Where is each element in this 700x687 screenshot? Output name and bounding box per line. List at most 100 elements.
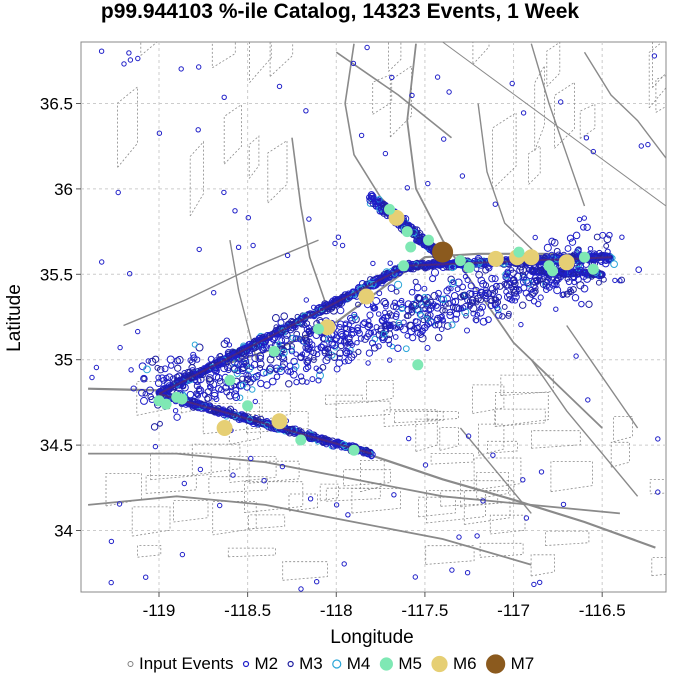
- event-marker-sparse: [651, 53, 658, 59]
- event-marker-background: [404, 333, 411, 339]
- event-marker-m5: [384, 203, 395, 215]
- event-marker-sparse: [389, 74, 395, 81]
- event-marker-sparse: [358, 132, 365, 139]
- event-marker-sparse: [387, 260, 393, 266]
- event-marker-background: [488, 297, 495, 305]
- event-marker-background: [214, 373, 223, 382]
- fault-line: [418, 496, 456, 518]
- event-marker-background: [473, 299, 480, 306]
- event-marker-background: [450, 279, 456, 286]
- event-marker-background: [585, 300, 593, 308]
- event-marker-sparse: [464, 570, 471, 576]
- event-marker-background: [506, 296, 513, 303]
- fault-line: [325, 394, 363, 405]
- event-marker-background: [563, 290, 571, 298]
- event-marker-sparse: [332, 240, 338, 247]
- fault-line: [351, 488, 402, 514]
- event-marker-background: [505, 312, 512, 319]
- fault-line: [366, 380, 394, 403]
- event-marker-background: [392, 334, 399, 340]
- grid-lines: [81, 42, 666, 592]
- event-marker-background: [566, 234, 575, 242]
- event-marker-sparse: [145, 358, 152, 364]
- fault-line: [651, 557, 666, 577]
- event-marker-background: [130, 385, 137, 392]
- event-marker-background: [470, 257, 479, 265]
- event-marker-background: [457, 293, 465, 301]
- event-marker-background: [492, 288, 499, 295]
- event-marker-m5: [153, 395, 165, 407]
- event-marker-background: [601, 259, 610, 268]
- event-marker-background: [599, 231, 607, 239]
- event-marker-background: [337, 320, 345, 328]
- event-marker-sparse: [655, 436, 661, 442]
- event-marker-background: [439, 295, 448, 304]
- event-marker-background: [316, 371, 324, 380]
- event-marker-background: [454, 286, 461, 293]
- event-marker-background: [241, 357, 250, 366]
- event-marker-background: [583, 223, 591, 231]
- event-marker-background: [429, 302, 436, 309]
- event-marker-sparse: [553, 306, 559, 312]
- event-marker-background: [483, 296, 490, 302]
- event-marker-background: [228, 352, 236, 360]
- event-marker-background: [293, 351, 299, 357]
- event-marker-background: [190, 351, 197, 358]
- event-marker-background: [474, 311, 481, 318]
- legend-label-m4: M4: [347, 654, 371, 673]
- event-marker-background: [304, 357, 312, 364]
- event-marker-background: [140, 374, 148, 383]
- event-marker-background: [355, 301, 361, 308]
- event-marker-background: [234, 360, 242, 369]
- event-marker-background: [380, 315, 387, 321]
- event-marker-sparse: [538, 469, 545, 475]
- event-marker-sparse: [474, 533, 480, 539]
- legend-marker-input: [127, 661, 134, 667]
- event-marker-small: [367, 191, 376, 199]
- event-marker-background: [603, 242, 610, 249]
- legend-marker-m3: [287, 660, 294, 668]
- event-marker-background: [537, 266, 545, 274]
- event-marker-background: [376, 290, 383, 297]
- event-marker-background: [559, 291, 566, 299]
- event-marker-background: [618, 276, 626, 284]
- event-marker-sparse: [135, 328, 141, 335]
- event-marker-background: [564, 276, 571, 282]
- event-marker-background: [293, 330, 301, 338]
- event-marker-background: [302, 334, 309, 342]
- fault-line: [439, 427, 459, 451]
- event-marker-sparse: [127, 271, 133, 277]
- event-marker-background: [220, 340, 229, 348]
- event-marker-background: [280, 312, 289, 321]
- event-marker-background: [394, 280, 403, 289]
- event-marker-background: [257, 365, 264, 371]
- event-marker-background: [553, 247, 561, 255]
- fault-line: [459, 427, 532, 514]
- event-marker-background: [606, 231, 613, 239]
- event-marker-background: [482, 289, 489, 297]
- event-marker-background: [472, 286, 480, 295]
- event-marker-background: [499, 313, 506, 320]
- event-marker-sparse: [449, 567, 455, 573]
- legend-marker-m6: [431, 655, 448, 673]
- event-marker-sparse: [576, 216, 583, 223]
- event-marker-sparse: [306, 216, 312, 222]
- fault-line: [500, 374, 554, 396]
- event-marker-background: [503, 288, 510, 295]
- event-marker-sparse: [335, 234, 342, 240]
- fault-line: [610, 441, 630, 468]
- event-marker-background: [468, 296, 477, 305]
- fault-line: [105, 472, 142, 507]
- fault-line: [269, 42, 294, 77]
- event-marker-background: [468, 290, 475, 297]
- event-marker-background: [279, 353, 287, 361]
- event-marker-sparse: [261, 478, 267, 484]
- event-marker-background: [574, 249, 580, 256]
- event-marker-background: [173, 357, 181, 365]
- event-marker-background: [434, 320, 443, 329]
- event-marker-background: [173, 413, 181, 421]
- event-marker-sparse: [179, 551, 186, 558]
- event-marker-background: [510, 285, 518, 294]
- event-marker-background: [477, 276, 486, 285]
